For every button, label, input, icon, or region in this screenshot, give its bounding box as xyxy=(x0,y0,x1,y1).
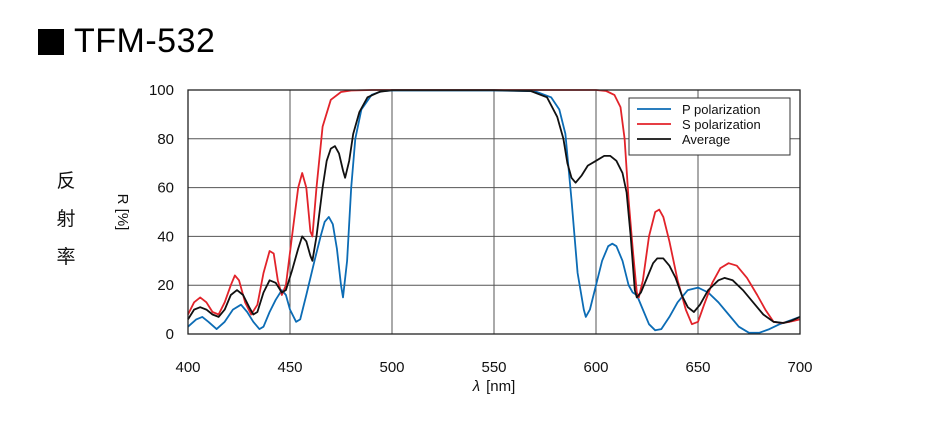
vertical-label-char-1: 反 xyxy=(56,170,76,192)
legend-box xyxy=(628,97,791,156)
y-tick-label: 100 xyxy=(149,82,174,99)
square-bullet-icon xyxy=(38,28,64,55)
y-axis-label: R [%] xyxy=(114,194,131,231)
series-line-3 xyxy=(187,89,801,324)
chart-title: TFM-532 xyxy=(74,22,216,60)
y-tick-labels: 0 20 40 60 80 100 xyxy=(149,82,174,343)
x-tick-label: 600 xyxy=(583,359,608,376)
legend-label: S polarization xyxy=(682,117,761,132)
x-axis-label: λ [nm] xyxy=(472,378,516,395)
y-tick-label: 80 xyxy=(157,131,174,148)
x-tick-label: 650 xyxy=(685,359,710,376)
x-tick-label: 450 xyxy=(277,359,302,376)
y-tick-label: 20 xyxy=(157,277,174,294)
plot-frame xyxy=(187,89,801,335)
x-tick-label: 550 xyxy=(481,359,506,376)
y-tick-label: 60 xyxy=(157,180,174,197)
vertical-label-char-2: 射 xyxy=(56,208,76,230)
y-tick-label: 40 xyxy=(157,228,174,245)
chart-heading: TFM-532 xyxy=(38,22,215,61)
legend-label: P polarization xyxy=(682,102,761,117)
x-tick-label: 700 xyxy=(787,359,812,376)
reflectance-vertical-label: 反 射 率 xyxy=(54,162,78,276)
x-axis-unit: [nm] xyxy=(486,378,515,395)
vertical-label-char-3: 率 xyxy=(56,246,76,268)
x-tick-label: 400 xyxy=(175,359,200,376)
x-axis-symbol: λ xyxy=(472,378,480,395)
legend-label: Average xyxy=(682,132,730,147)
x-tick-labels: 400 450 500 550 600 650 700 xyxy=(175,359,812,376)
x-tick-label: 500 xyxy=(379,359,404,376)
y-tick-label: 0 xyxy=(166,326,174,343)
